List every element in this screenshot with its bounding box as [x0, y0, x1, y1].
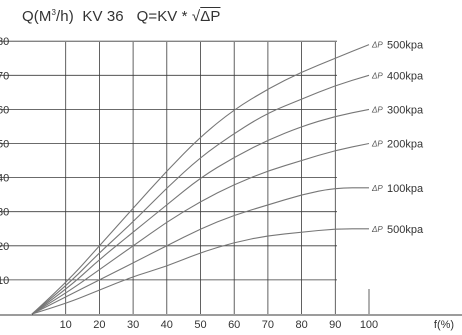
- x-tick-label: 90: [329, 319, 341, 331]
- series-label: 300kpa: [387, 104, 424, 116]
- series-label: 500kpa: [387, 224, 424, 236]
- x-axis-label: f(%): [434, 319, 454, 331]
- y-tick-label: 50: [0, 139, 9, 151]
- y-tick-label: 30: [0, 207, 9, 219]
- title-formula-arg: ΔP: [200, 8, 221, 25]
- series-line: [31, 187, 369, 315]
- series-line: [31, 44, 370, 315]
- series-marker: ΔP: [371, 105, 383, 114]
- x-tick-label: 40: [161, 319, 173, 331]
- x-tick-label: 60: [228, 319, 240, 331]
- y-tick-label: 80: [0, 36, 9, 48]
- series-label: 500kpa: [387, 40, 424, 52]
- series-line: [31, 108, 370, 315]
- y-tick-label: 70: [0, 70, 9, 82]
- x-tick-label: 30: [127, 319, 139, 331]
- series-label: 100kpa: [387, 183, 424, 195]
- series-label: 400kpa: [387, 70, 424, 82]
- chart-title: Q(M3/h) KV 36 Q=KV * √ΔP: [22, 8, 220, 25]
- x-tick-label: 70: [262, 319, 274, 331]
- x-tick-label: 10: [60, 319, 72, 331]
- title-q-suffix: /h): [56, 8, 74, 25]
- y-tick-label: 10: [0, 275, 9, 287]
- series-marker: ΔP: [371, 41, 383, 50]
- x-tick-label: 100: [360, 319, 378, 331]
- x-tick-label: 20: [93, 319, 105, 331]
- series-marker: ΔP: [371, 140, 383, 149]
- title-formula-prefix: Q=KV *: [136, 8, 188, 25]
- title-q-prefix: Q(M: [22, 8, 52, 25]
- title-q-sup: 3: [51, 8, 57, 17]
- series-line: [31, 142, 370, 315]
- y-tick-label: 40: [0, 173, 9, 185]
- series-marker: ΔP: [371, 225, 383, 234]
- series-marker: ΔP: [371, 71, 383, 80]
- x-tick-label: 50: [194, 319, 206, 331]
- y-tick-label: 60: [0, 104, 9, 116]
- series-line: [31, 228, 369, 315]
- title-kv: KV 36: [82, 8, 124, 25]
- series-line: [31, 74, 370, 315]
- title-sqrt-sign: √: [191, 8, 201, 25]
- series-label: 200kpa: [387, 139, 424, 151]
- y-tick-label: 20: [0, 241, 9, 253]
- series-marker: ΔP: [371, 184, 383, 193]
- x-tick-label: 80: [295, 319, 307, 331]
